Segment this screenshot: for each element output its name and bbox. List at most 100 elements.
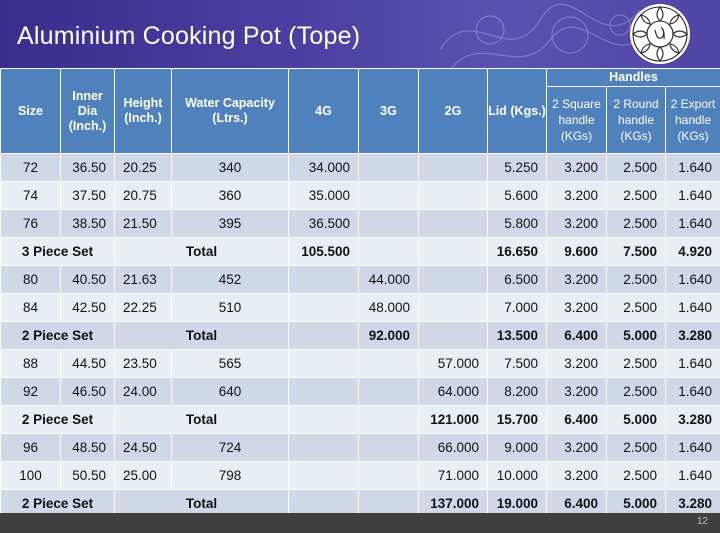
cell-lid: 15.700	[487, 405, 547, 434]
cell-3g	[358, 377, 419, 406]
cell-2g	[418, 181, 488, 210]
cell-inner-dia: 40.50	[60, 265, 115, 294]
cell-export-handle: 1.640	[665, 265, 720, 294]
cell-square-handle: 3.200	[546, 461, 607, 490]
cell-size: 76	[0, 209, 61, 238]
cell-2g	[418, 321, 488, 350]
cell-size: 74	[0, 181, 61, 210]
cell-4g	[288, 321, 359, 350]
col-header-3g: 3G	[358, 68, 419, 154]
cell-2g: 121.000	[418, 405, 488, 434]
table-body: 72 36.50 20.25 340 34.000 5.250 3.200 2.500 1.64…	[0, 153, 720, 518]
cell-lid: 7.500	[487, 349, 547, 378]
cell-set-name: 2 Piece Set	[0, 321, 115, 350]
cell-height: 21.63	[114, 265, 172, 294]
table-row: 92 46.50 24.00 640 64.000 8.200 3.200 2.500 1.64…	[0, 377, 720, 406]
table-row: 74 37.50 20.75 360 35.000 5.600 3.200 2.500 1.64…	[0, 181, 720, 210]
cell-4g	[288, 265, 359, 294]
cell-total-label: Total	[114, 321, 289, 350]
cell-3g	[358, 181, 419, 210]
cell-square-handle: 6.400	[546, 321, 607, 350]
cell-lid: 16.650	[487, 237, 547, 266]
cell-4g: 36.500	[288, 209, 359, 238]
cell-inner-dia: 37.50	[60, 181, 115, 210]
table-row: 80 40.50 21.63 452 44.000 6.500 3.200 2.500 1.64…	[0, 265, 720, 294]
cell-square-handle: 3.200	[546, 433, 607, 462]
cell-height: 23.50	[114, 349, 172, 378]
cell-2g: 64.000	[418, 377, 488, 406]
cell-3g: 44.000	[358, 265, 419, 294]
cell-round-handle: 2.500	[606, 181, 666, 210]
cell-square-handle: 3.200	[546, 349, 607, 378]
cell-height: 24.50	[114, 433, 172, 462]
cell-round-handle: 2.500	[606, 293, 666, 322]
cell-2g: 137.000	[418, 489, 488, 518]
cell-height: 20.75	[114, 181, 172, 210]
cell-lid: 6.500	[487, 265, 547, 294]
cell-round-handle: 2.500	[606, 153, 666, 182]
cell-water-capacity: 565	[171, 349, 289, 378]
cell-square-handle: 6.400	[546, 405, 607, 434]
col-header-square-handle: 2 Square handle (KGs)	[546, 86, 607, 154]
col-header-4g: 4G	[288, 68, 359, 154]
cell-lid: 5.600	[487, 181, 547, 210]
table-row: 96 48.50 24.50 724 66.000 9.000 3.200 2.500 1.64…	[0, 433, 720, 462]
table-row: 72 36.50 20.25 340 34.000 5.250 3.200 2.500 1.64…	[0, 153, 720, 182]
cell-export-handle: 1.640	[665, 349, 720, 378]
cell-size: 100	[0, 461, 61, 490]
cell-inner-dia: 46.50	[60, 377, 115, 406]
cell-water-capacity: 340	[171, 153, 289, 182]
cell-export-handle: 1.640	[665, 209, 720, 238]
cell-lid: 10.000	[487, 461, 547, 490]
cell-inner-dia: 50.50	[60, 461, 115, 490]
cell-lid: 19.000	[487, 489, 547, 518]
cell-square-handle: 3.200	[546, 265, 607, 294]
cell-3g	[358, 349, 419, 378]
cell-height: 20.25	[114, 153, 172, 182]
cell-2g: 66.000	[418, 433, 488, 462]
cell-3g	[358, 237, 419, 266]
col-header-inner-dia: Inner Dia (Inch.)	[60, 68, 115, 154]
price-table: Size Inner Dia (Inch.) Height (Inch.) Wa…	[0, 67, 720, 518]
cell-export-handle: 1.640	[665, 153, 720, 182]
cell-4g: 105.500	[288, 237, 359, 266]
cell-water-capacity: 360	[171, 181, 289, 210]
cell-height: 22.25	[114, 293, 172, 322]
page-number: 12	[696, 516, 708, 527]
cell-2g: 71.000	[418, 461, 488, 490]
col-header-lid: Lid (Kgs.)	[487, 68, 547, 154]
cell-height: 21.50	[114, 209, 172, 238]
table-row: 76 38.50 21.50 395 36.500 5.800 3.200 2.500 1.64…	[0, 209, 720, 238]
cell-3g: 48.000	[358, 293, 419, 322]
cell-size: 84	[0, 293, 61, 322]
cell-water-capacity: 452	[171, 265, 289, 294]
cell-square-handle: 3.200	[546, 153, 607, 182]
cell-3g	[358, 209, 419, 238]
cell-water-capacity: 640	[171, 377, 289, 406]
cell-export-handle: 1.640	[665, 433, 720, 462]
cell-lid: 7.000	[487, 293, 547, 322]
cell-export-handle: 1.640	[665, 461, 720, 490]
cell-height: 24.00	[114, 377, 172, 406]
cell-round-handle: 2.500	[606, 349, 666, 378]
cell-inner-dia: 44.50	[60, 349, 115, 378]
cell-round-handle: 2.500	[606, 377, 666, 406]
ornamental-mandala-logo-icon	[630, 4, 690, 64]
cell-round-handle: 5.000	[606, 405, 666, 434]
cell-4g	[288, 349, 359, 378]
cell-size: 96	[0, 433, 61, 462]
cell-4g	[288, 405, 359, 434]
cell-water-capacity: 395	[171, 209, 289, 238]
cell-square-handle: 9.600	[546, 237, 607, 266]
cell-export-handle: 1.640	[665, 293, 720, 322]
cell-lid: 8.200	[487, 377, 547, 406]
cell-size: 72	[0, 153, 61, 182]
cell-round-handle: 2.500	[606, 209, 666, 238]
cell-set-name: 3 Piece Set	[0, 237, 115, 266]
cell-water-capacity: 724	[171, 433, 289, 462]
cell-round-handle: 7.500	[606, 237, 666, 266]
table-row: 84 42.50 22.25 510 48.000 7.000 3.200 2.500 1.64…	[0, 293, 720, 322]
col-header-handles: Handles	[546, 67, 720, 88]
cell-2g	[418, 153, 488, 182]
table-row: 88 44.50 23.50 565 57.000 7.500 3.200 2.500 1.64…	[0, 349, 720, 378]
